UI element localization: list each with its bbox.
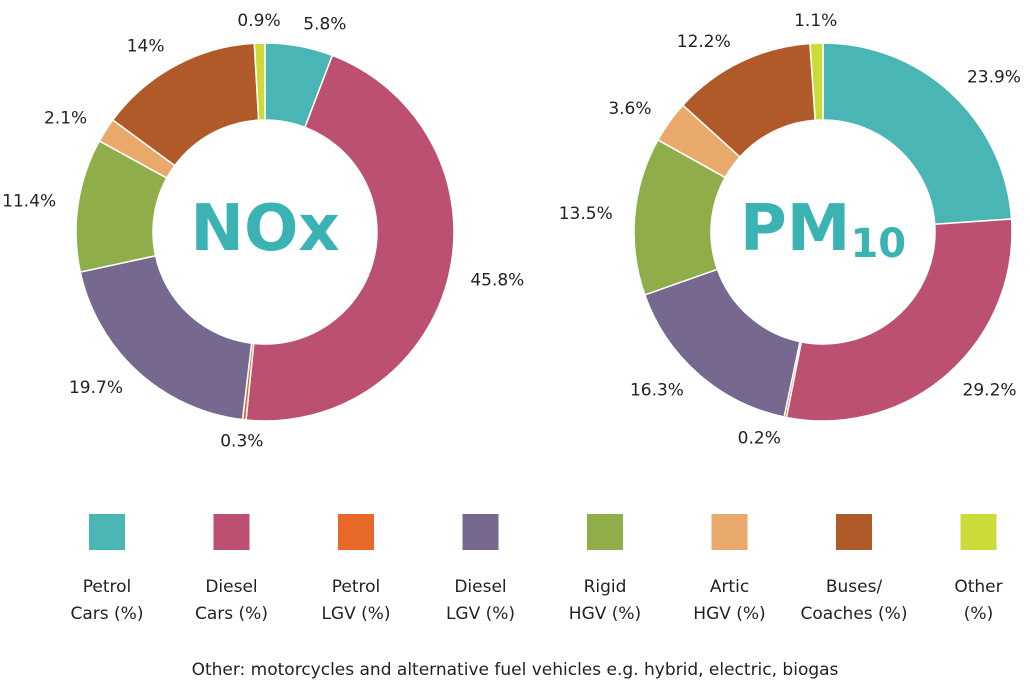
data-label: 14% <box>127 36 165 56</box>
data-label: 19.7% <box>69 378 123 398</box>
data-label: 23.9% <box>967 68 1021 88</box>
legend-swatch <box>711 514 748 550</box>
legend-swatch <box>338 514 374 550</box>
data-label: 0.9% <box>237 11 280 31</box>
data-label: 3.6% <box>608 99 651 119</box>
legend-swatch <box>960 514 997 550</box>
data-label: 29.2% <box>963 380 1017 400</box>
donut-segment <box>785 218 1013 422</box>
legend-label: Petrol <box>83 577 132 597</box>
legend-label: Rigid <box>584 577 627 597</box>
data-label: 0.3% <box>220 432 263 452</box>
center-title-main: PM <box>740 192 851 266</box>
legend-label: LGV (%) <box>446 604 515 624</box>
legend-swatch <box>89 514 125 550</box>
legend-swatch <box>462 514 499 550</box>
legend-swatch <box>213 514 250 550</box>
center-title-main: NOx <box>190 192 339 266</box>
data-label: 16.3% <box>630 381 684 401</box>
donut-segment <box>253 42 266 121</box>
center-title: NOx <box>190 192 339 266</box>
data-label: 5.8% <box>303 14 346 34</box>
legend-swatch <box>587 514 623 550</box>
data-label: 45.8% <box>470 271 524 291</box>
legend-label: Cars (%) <box>195 604 268 624</box>
legend-label: (%) <box>964 604 993 624</box>
donut-segment <box>809 42 824 122</box>
donut-segment <box>245 54 455 422</box>
legend-label: Diesel <box>454 577 506 597</box>
data-label: 2.1% <box>44 108 87 128</box>
legend-label: Other <box>954 577 1002 597</box>
data-label: 0.2% <box>738 429 781 449</box>
legend-label: Buses/ <box>826 577 883 597</box>
legend-label: LGV (%) <box>321 604 390 624</box>
footnote: Other: motorcycles and alternative fuel … <box>192 660 839 680</box>
donut-segment <box>822 42 1013 226</box>
data-label: 11.4% <box>2 192 56 212</box>
legend-label: Coaches (%) <box>801 604 908 624</box>
data-label: 1.1% <box>794 11 837 31</box>
legend-swatch <box>836 514 872 550</box>
center-title: PM10 <box>740 192 906 267</box>
legend-label: HGV (%) <box>569 604 641 624</box>
donut-segment <box>79 254 253 421</box>
legend-label: Diesel <box>205 577 257 597</box>
legend-label: Artic <box>710 577 749 597</box>
data-label: 13.5% <box>559 204 613 224</box>
legend-label: HGV (%) <box>693 604 765 624</box>
legend-label: Petrol <box>332 577 381 597</box>
legend-label: Cars (%) <box>71 604 144 624</box>
data-label: 12.2% <box>677 32 731 52</box>
center-title-subscript: 10 <box>850 221 906 267</box>
